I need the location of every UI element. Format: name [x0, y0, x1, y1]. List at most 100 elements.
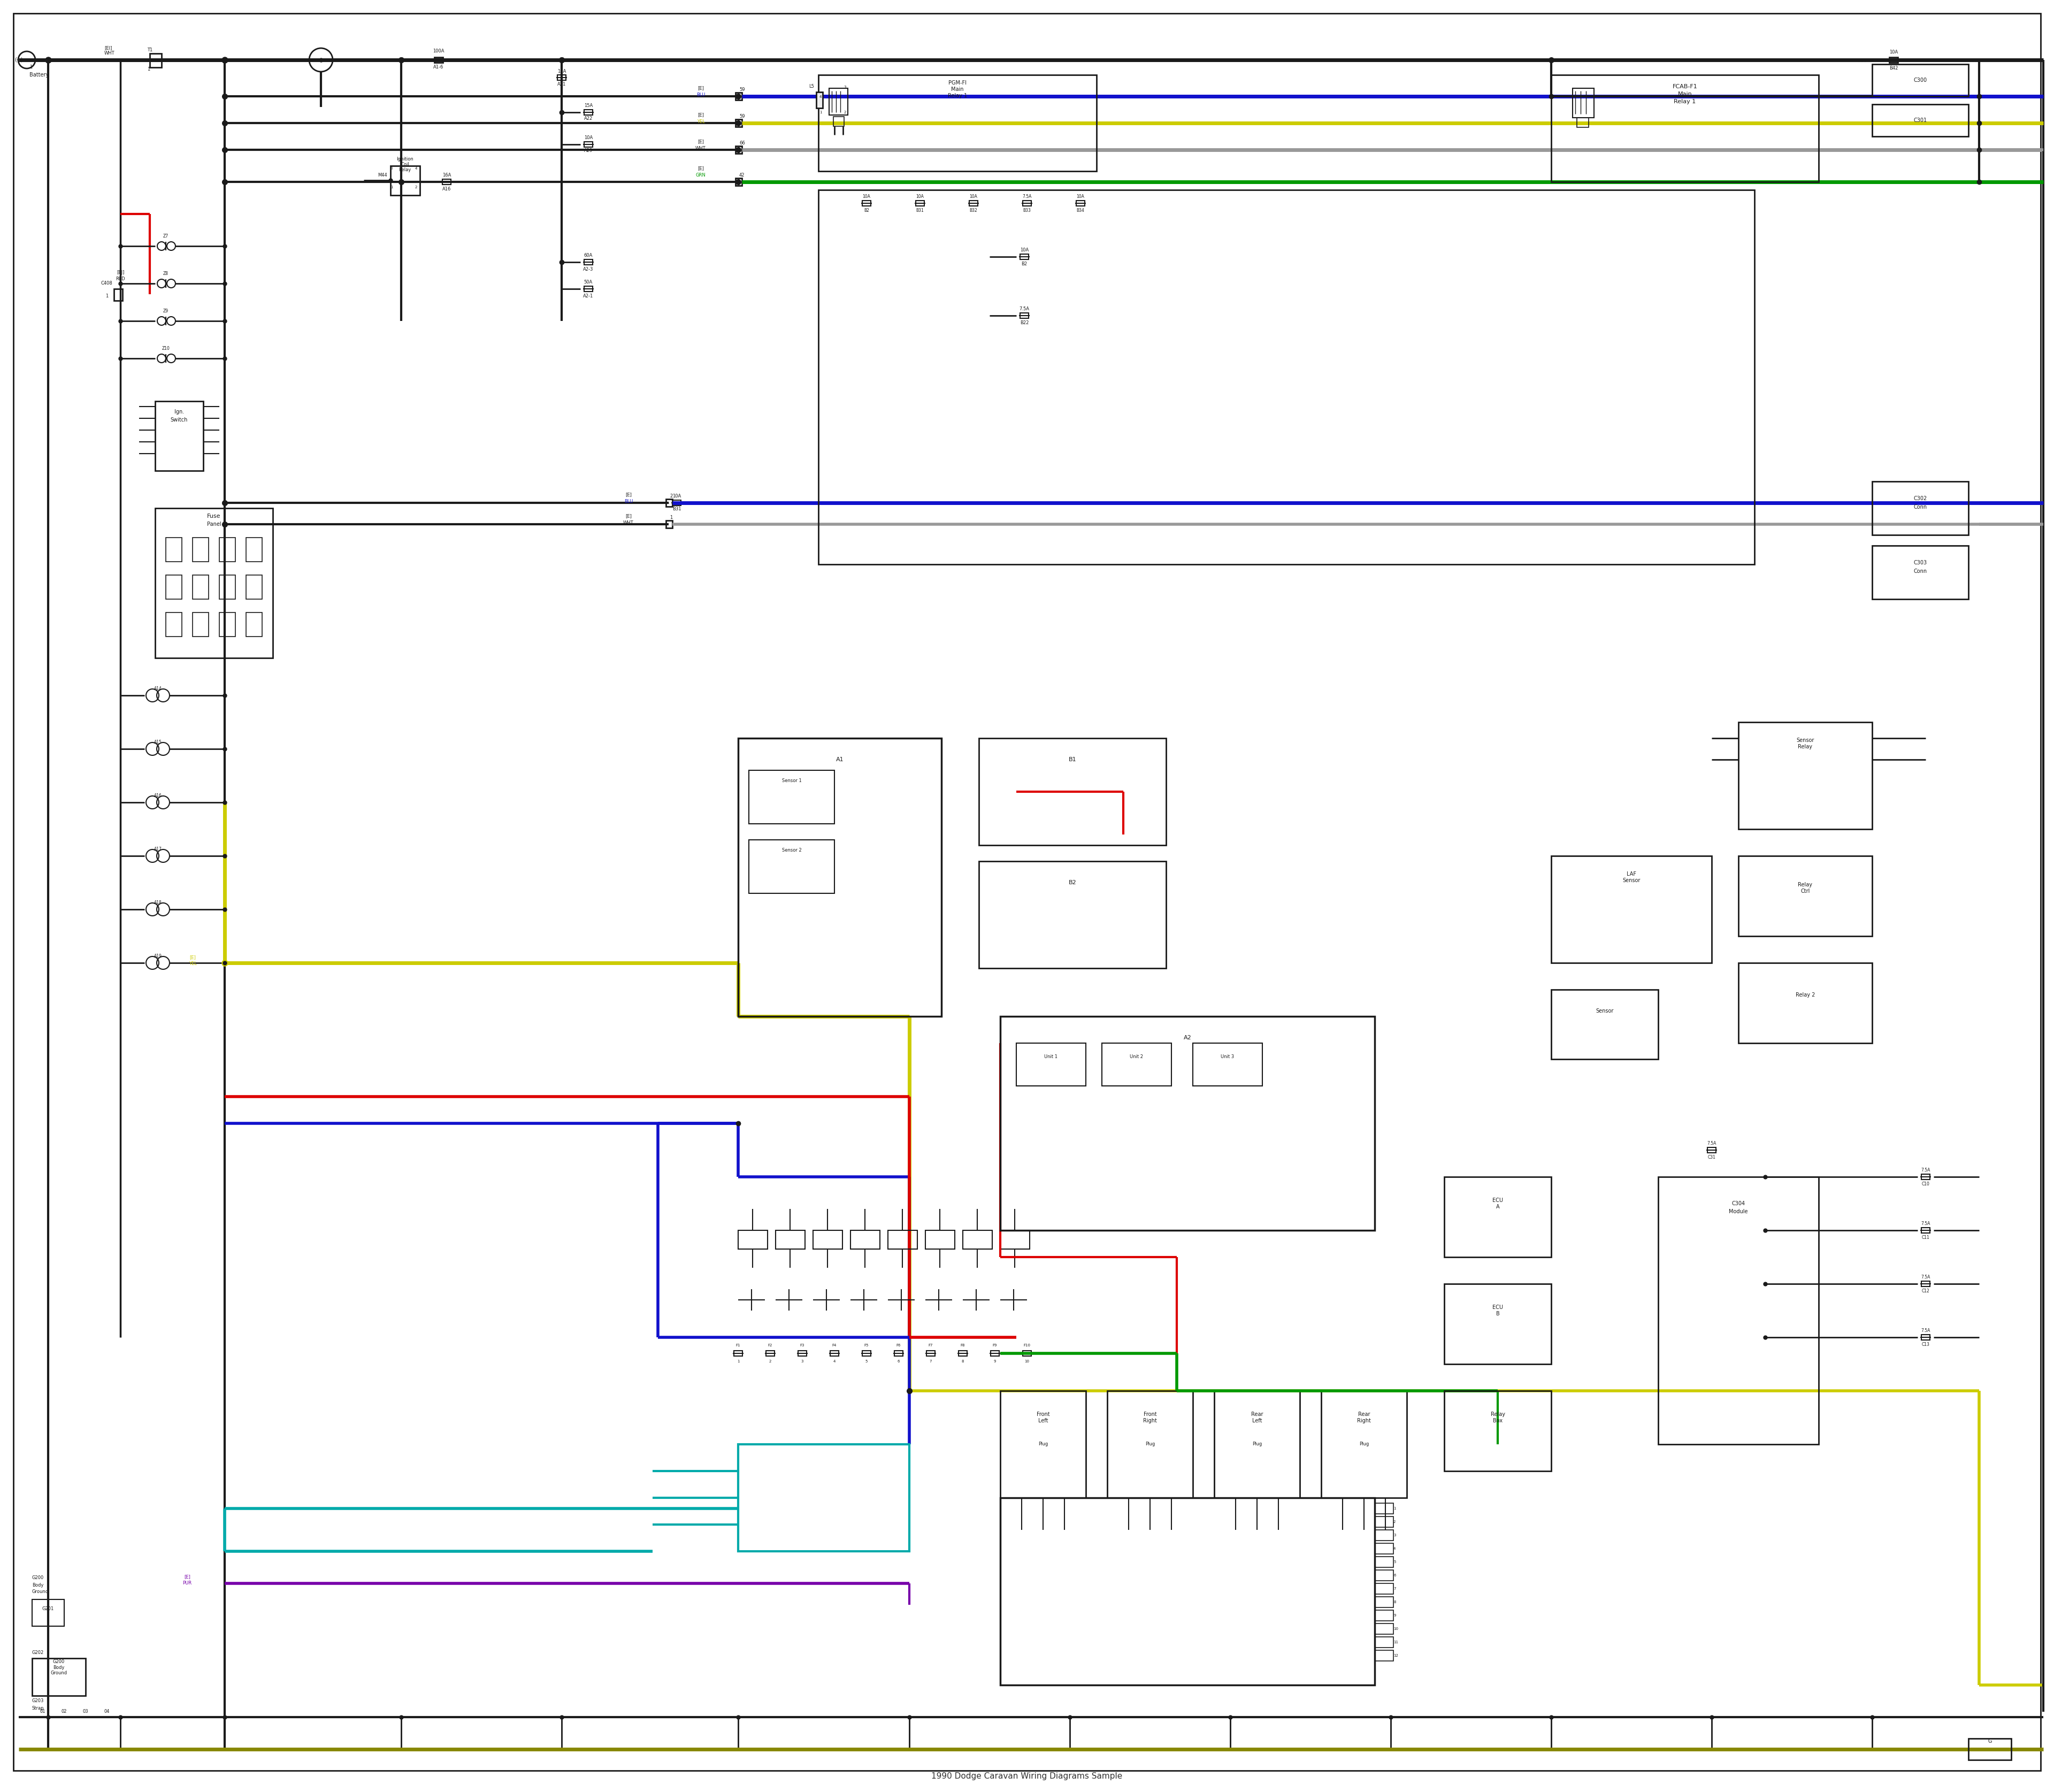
Text: Battery: Battery — [29, 72, 49, 77]
Text: 2: 2 — [415, 186, 417, 188]
Bar — [1374, 1530, 1393, 1541]
Text: 2: 2 — [670, 495, 672, 498]
Text: 66: 66 — [739, 142, 746, 145]
Bar — [893, 1351, 904, 1357]
Text: B2: B2 — [865, 208, 869, 213]
Text: A17: A17 — [154, 848, 162, 851]
Text: 3: 3 — [390, 167, 392, 170]
Text: Sensor 1: Sensor 1 — [783, 778, 801, 783]
Text: A18: A18 — [154, 901, 162, 905]
Text: Sensor: Sensor — [1596, 1009, 1614, 1014]
Text: [EJ]: [EJ] — [117, 271, 123, 276]
Text: Front
Right: Front Right — [1144, 1412, 1156, 1423]
Bar — [557, 75, 567, 81]
Text: A21: A21 — [557, 82, 567, 88]
Text: [E]: [E] — [698, 113, 705, 118]
Bar — [433, 57, 444, 63]
Bar — [1021, 254, 1029, 260]
Text: 59: 59 — [739, 88, 746, 91]
Text: 7.5A: 7.5A — [1920, 1274, 1931, 1279]
Text: WHT: WHT — [622, 520, 635, 525]
Text: 9: 9 — [1393, 1615, 1397, 1616]
Text: ECU
B: ECU B — [1493, 1305, 1504, 1317]
Text: 6: 6 — [1393, 1573, 1397, 1577]
Text: C11: C11 — [1923, 1235, 1929, 1240]
Bar — [672, 500, 682, 505]
Bar — [665, 500, 672, 507]
Text: B22: B22 — [1021, 321, 1029, 324]
Bar — [1920, 1174, 1931, 1179]
Text: G202: G202 — [33, 1650, 43, 1656]
Bar — [246, 575, 263, 599]
Text: #96: #96 — [1857, 57, 1867, 63]
Text: Fuse: Fuse — [207, 514, 220, 520]
Text: 1: 1 — [29, 65, 33, 70]
Text: G200: G200 — [33, 1575, 43, 1581]
Text: Switch: Switch — [170, 418, 187, 423]
Bar — [390, 167, 419, 195]
Bar — [990, 1351, 998, 1357]
Text: Conn: Conn — [1914, 504, 1927, 509]
Bar — [1374, 1624, 1393, 1634]
Bar — [980, 738, 1167, 846]
Text: 1: 1 — [105, 294, 109, 297]
Bar — [863, 1351, 871, 1357]
Text: 03: 03 — [82, 1710, 88, 1715]
Text: Z7: Z7 — [162, 235, 168, 238]
Text: G200
Body
Ground: G200 Body Ground — [51, 1659, 68, 1676]
Text: 4: 4 — [820, 95, 822, 99]
Bar — [1374, 1570, 1393, 1581]
Text: GRN: GRN — [696, 172, 707, 177]
Bar — [665, 520, 672, 529]
Text: Plug: Plug — [1037, 1443, 1048, 1446]
Bar — [193, 613, 210, 636]
Bar — [1374, 1516, 1393, 1527]
Bar — [1444, 1177, 1551, 1256]
Text: C31: C31 — [1707, 1154, 1715, 1159]
Bar — [193, 538, 210, 561]
Text: A2-3: A2-3 — [583, 267, 594, 271]
Text: 12: 12 — [1393, 1654, 1399, 1658]
Text: C12: C12 — [1923, 1288, 1929, 1294]
Text: 1: 1 — [148, 66, 150, 72]
Bar — [166, 538, 183, 561]
Text: 6: 6 — [898, 1360, 900, 1364]
Text: G201: G201 — [43, 1606, 53, 1611]
Text: WHT: WHT — [696, 145, 707, 151]
Text: 7.5A: 7.5A — [1920, 1328, 1931, 1333]
Bar — [1107, 1391, 1193, 1498]
Text: 11: 11 — [1393, 1641, 1399, 1643]
Text: 59: 59 — [739, 115, 746, 118]
Text: 7.5A: 7.5A — [1019, 306, 1029, 312]
Text: Relay: Relay — [398, 168, 411, 172]
Bar — [166, 613, 183, 636]
Text: [E]: [E] — [185, 1575, 191, 1579]
Text: A1: A1 — [836, 756, 844, 762]
Text: 8: 8 — [1393, 1600, 1397, 1604]
Bar — [1076, 201, 1085, 206]
Text: A14: A14 — [154, 686, 162, 692]
Text: Unit 3: Unit 3 — [1220, 1054, 1234, 1059]
Bar — [1551, 75, 1818, 181]
Bar — [1000, 1498, 1374, 1684]
Bar — [1573, 88, 1594, 118]
Bar — [1101, 1043, 1171, 1086]
Bar — [733, 1351, 741, 1357]
Text: Unit 1: Unit 1 — [1043, 1054, 1058, 1059]
Bar — [750, 771, 834, 824]
Bar — [1000, 1231, 1029, 1249]
Text: RED: RED — [115, 276, 125, 281]
Text: L5: L5 — [809, 84, 813, 90]
Bar — [1374, 1543, 1393, 1554]
Text: 1: 1 — [670, 516, 672, 520]
Text: LAF
Sensor: LAF Sensor — [1623, 871, 1641, 883]
Text: 02: 02 — [62, 1710, 68, 1715]
Bar — [1871, 482, 1968, 536]
Text: F9: F9 — [992, 1344, 996, 1348]
Text: C13: C13 — [1923, 1342, 1929, 1346]
Text: Ign.: Ign. — [175, 409, 185, 414]
Text: 4: 4 — [834, 1360, 836, 1364]
Bar — [735, 120, 741, 127]
Text: C301: C301 — [1914, 118, 1927, 124]
Text: Rear
Right: Rear Right — [1358, 1412, 1370, 1423]
